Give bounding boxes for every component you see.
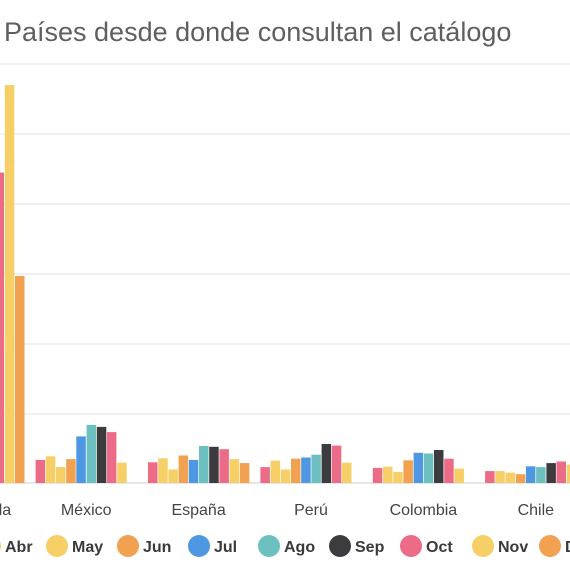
bar-jun-1 [66,459,76,483]
bar-may-5 [505,472,515,483]
bar-oct-4 [444,458,454,483]
bar-abr-5 [495,471,505,483]
bar-nov-2 [229,459,240,483]
bar-sep-3 [321,444,332,483]
bar-may-4 [393,471,403,483]
bar-may-1 [56,467,66,483]
bar-abr-2 [158,458,168,483]
bar-nov-5 [566,464,570,483]
legend-item: Oct [400,535,453,557]
legend-item: Jul [188,535,237,557]
legend-label: Jun [143,539,171,556]
bar-mar-3 [260,467,270,483]
bar-mar-1 [35,459,46,483]
bar-sep-5 [546,463,556,483]
bar-sep-4 [434,450,444,483]
x-tick-label: Colombia [390,502,458,519]
legend-marker [188,535,210,557]
x-tick-label: México [61,502,112,519]
x-tick-label: Venezuela [0,502,11,519]
x-tick-label: España [171,502,225,519]
legend-marker [46,535,68,557]
bar-abr-1 [45,456,56,483]
bar-oct-1 [106,432,117,483]
bar-mar-5 [485,471,495,483]
legend-item: Nov [472,535,528,557]
bar-may-3 [280,469,291,483]
legend-item: May [46,535,103,557]
bar-jun-5 [515,474,526,483]
legend-marker [0,541,1,551]
legend-label: Abr [5,539,33,556]
legend-label: May [72,539,103,556]
legend-item: Abr [0,539,33,556]
legend-label: Nov [498,539,528,556]
legend-label: D [565,539,570,556]
legend-marker [472,535,494,557]
bar-oct-5 [556,461,566,483]
bar-ago-4 [423,453,434,483]
legend-marker [539,535,561,557]
bar-jul-2 [188,459,199,483]
bars [0,85,570,483]
bar-ago-2 [199,446,209,483]
legend-item: Sep [329,535,385,557]
legend-item: Ago [258,535,315,557]
legend-marker [329,535,351,557]
legend-marker [258,535,280,557]
legend-marker [117,535,139,557]
x-tick-label: Chile [518,502,555,519]
bar-dic-0 [15,276,25,483]
bar-mar-4 [372,467,383,483]
bar-ago-5 [536,467,546,483]
legend-item: D [539,535,570,557]
bar-sep-1 [96,426,107,483]
bar-sep-2 [209,446,219,483]
legend-item: Jun [117,535,171,557]
bar-jul-5 [525,466,536,483]
x-axis-ticks: Venezuela México España Perú Colombia Chile [0,502,554,519]
bar-ago-1 [86,424,97,483]
bar-abr-3 [270,460,281,483]
legend-label: Ago [284,539,315,556]
bar-nov-3 [342,462,352,483]
bar-dic-2 [239,463,250,483]
bar-jun-3 [291,458,301,483]
bar-jun-2 [178,455,189,483]
gridlines [0,63,570,484]
chart-title: Países desde donde consultan el catálogo [4,17,511,47]
legend-marker [400,535,422,557]
bar-nov-4 [454,468,464,483]
legend-label: Oct [426,539,453,556]
bar-nov-1 [117,462,127,483]
bar-oct-2 [219,449,229,483]
bar-jul-3 [301,457,311,483]
bar-oct-0 [0,172,4,483]
legend: Abr May Jun Jul Ago Sep Oct Nov D [0,535,570,557]
bar-may-2 [168,469,178,483]
bar-ago-3 [311,454,321,483]
bar-oct-3 [331,445,342,483]
bar-abr-4 [383,466,393,483]
bar-jul-1 [76,436,86,483]
bar-jun-4 [403,460,413,483]
bar-jul-4 [413,452,424,483]
bar-mar-2 [148,462,158,483]
bar-nov-0 [4,85,15,483]
legend-label: Sep [355,539,385,556]
legend-label: Jul [214,539,237,556]
x-tick-label: Perú [294,502,328,519]
